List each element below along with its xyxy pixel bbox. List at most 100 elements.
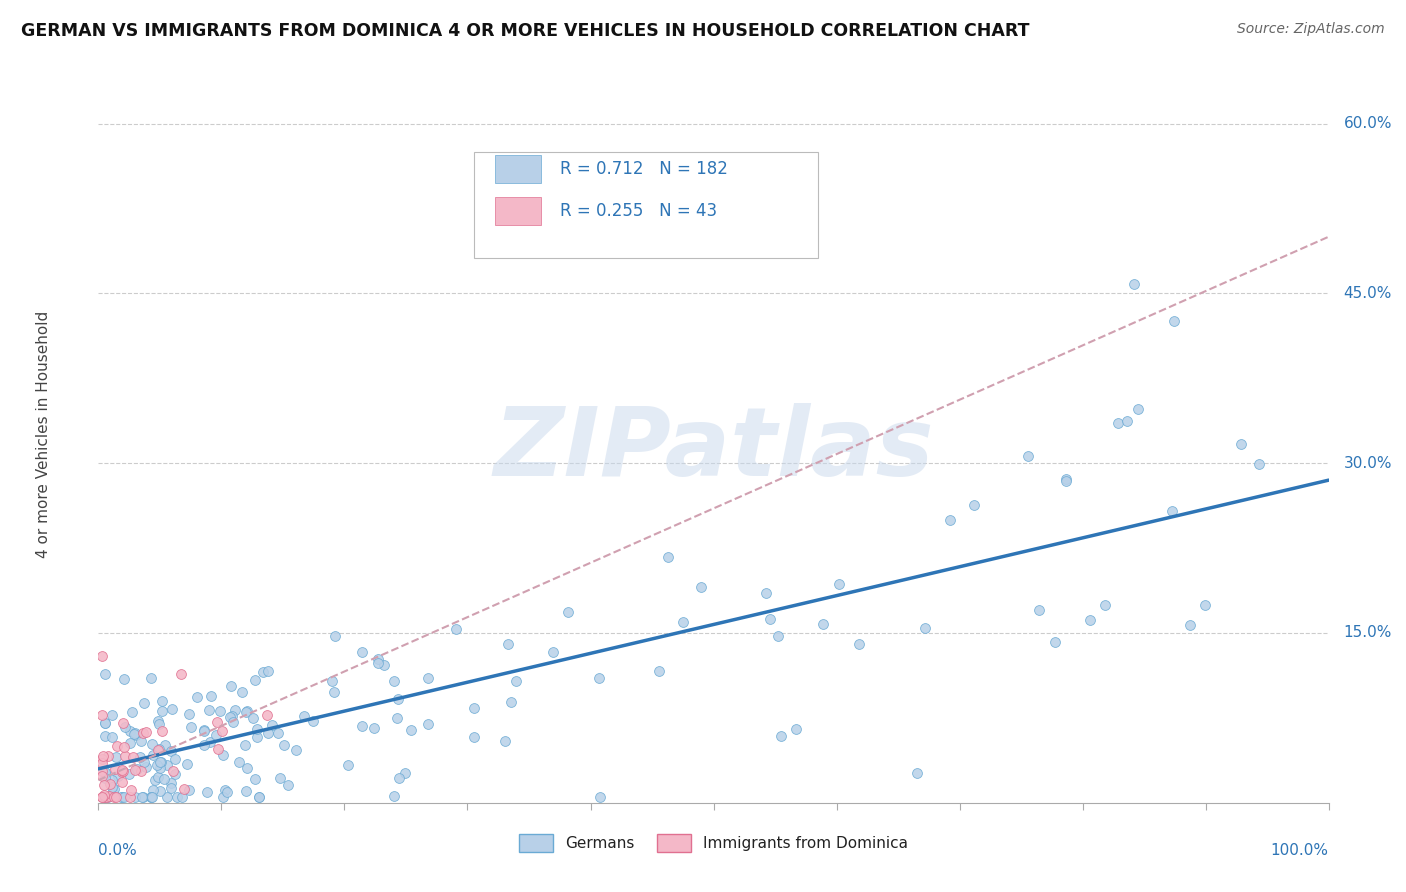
Point bbox=[769, 729, 792, 743]
Point bbox=[91, 769, 114, 783]
Point bbox=[110, 765, 132, 780]
Point bbox=[176, 757, 198, 772]
Point bbox=[186, 690, 208, 704]
Point bbox=[153, 738, 176, 752]
Point bbox=[124, 763, 146, 777]
Point bbox=[141, 671, 163, 685]
Point bbox=[180, 720, 202, 734]
Point bbox=[94, 766, 117, 780]
Point bbox=[107, 769, 129, 783]
Point bbox=[672, 615, 695, 629]
Point bbox=[1180, 617, 1202, 632]
Point bbox=[165, 752, 187, 766]
Point bbox=[97, 790, 120, 805]
Point bbox=[131, 790, 153, 805]
Point bbox=[124, 728, 146, 742]
Point bbox=[170, 667, 193, 681]
Point bbox=[173, 782, 195, 797]
Point bbox=[114, 749, 136, 764]
Point bbox=[245, 673, 267, 688]
Point bbox=[557, 605, 579, 619]
Point bbox=[135, 759, 157, 773]
Point bbox=[128, 750, 150, 764]
Point bbox=[323, 629, 346, 643]
Point bbox=[273, 739, 295, 753]
Point bbox=[541, 645, 564, 659]
Bar bbox=[495, 155, 541, 183]
Point bbox=[416, 717, 439, 731]
Text: Source: ZipAtlas.com: Source: ZipAtlas.com bbox=[1237, 22, 1385, 37]
Point bbox=[162, 764, 184, 778]
Point bbox=[494, 734, 516, 748]
Point bbox=[1107, 416, 1129, 430]
Point bbox=[135, 725, 157, 739]
Point bbox=[1043, 635, 1066, 649]
Point bbox=[811, 616, 834, 631]
Point bbox=[96, 790, 118, 805]
Point bbox=[93, 765, 115, 780]
Point bbox=[247, 790, 270, 805]
Point bbox=[93, 716, 115, 731]
Point bbox=[94, 790, 117, 805]
Point bbox=[146, 758, 169, 772]
Point bbox=[125, 762, 148, 776]
Point bbox=[93, 667, 115, 681]
Point bbox=[146, 714, 169, 728]
Text: 0.0%: 0.0% bbox=[98, 843, 138, 858]
Point bbox=[336, 757, 359, 772]
Point bbox=[1123, 277, 1146, 291]
Point bbox=[418, 671, 440, 685]
Point bbox=[755, 586, 778, 600]
Point bbox=[785, 723, 807, 737]
Point bbox=[647, 664, 669, 678]
Point bbox=[149, 755, 172, 769]
Point bbox=[209, 705, 232, 719]
Point bbox=[156, 758, 179, 772]
Point bbox=[118, 767, 141, 781]
Point bbox=[195, 785, 218, 799]
Point bbox=[96, 790, 118, 805]
Point bbox=[149, 761, 172, 775]
Point bbox=[207, 742, 229, 756]
Point bbox=[444, 622, 467, 636]
Point bbox=[150, 694, 173, 708]
Point bbox=[149, 784, 172, 798]
Point bbox=[111, 763, 134, 777]
Point bbox=[690, 580, 713, 594]
Point bbox=[111, 774, 134, 789]
Point bbox=[285, 743, 308, 757]
Text: R = 0.712   N = 182: R = 0.712 N = 182 bbox=[560, 161, 728, 178]
Point bbox=[172, 790, 194, 805]
Point bbox=[221, 715, 243, 730]
Point bbox=[914, 621, 936, 635]
Point bbox=[231, 684, 253, 698]
Legend: Germans, Immigrants from Dominica: Germans, Immigrants from Dominica bbox=[513, 828, 914, 858]
Point bbox=[94, 729, 117, 743]
Point bbox=[105, 739, 128, 754]
Point bbox=[382, 673, 405, 688]
Point bbox=[177, 782, 200, 797]
Point bbox=[91, 790, 114, 805]
Point bbox=[242, 711, 264, 725]
Point bbox=[132, 790, 155, 805]
Point bbox=[141, 737, 163, 751]
Point bbox=[141, 790, 163, 805]
Point bbox=[221, 679, 243, 693]
Point bbox=[350, 645, 373, 659]
Point bbox=[235, 705, 257, 719]
Point bbox=[120, 724, 142, 739]
Point bbox=[212, 790, 235, 805]
Point bbox=[91, 648, 114, 663]
Point bbox=[1128, 402, 1150, 417]
Point bbox=[160, 781, 183, 796]
Point bbox=[204, 728, 226, 742]
Point bbox=[211, 723, 233, 738]
Point bbox=[224, 703, 246, 717]
Point bbox=[124, 790, 146, 805]
Text: 15.0%: 15.0% bbox=[1344, 625, 1392, 640]
Point bbox=[905, 765, 928, 780]
Point bbox=[352, 719, 374, 733]
Point bbox=[150, 755, 173, 769]
Point bbox=[323, 685, 346, 699]
Point bbox=[121, 705, 143, 719]
